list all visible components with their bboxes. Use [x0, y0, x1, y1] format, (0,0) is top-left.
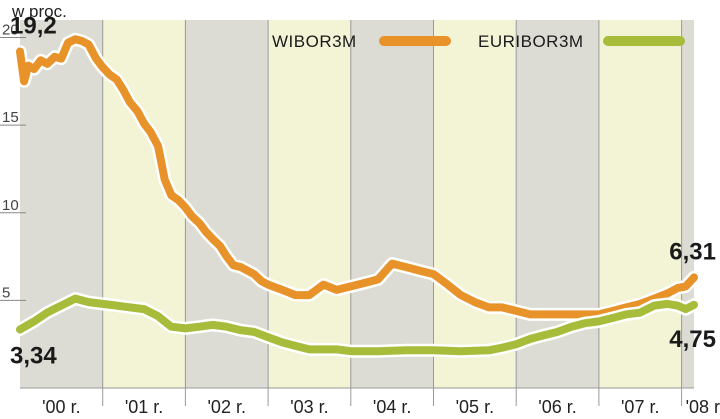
year-band: [433, 20, 517, 388]
value-callout: 19,2: [10, 13, 57, 40]
x-axis-ticks: '00 r. '01 r. '02 r. '03 r. '04 r. '05 r. '06 …: [42, 397, 720, 417]
value-callout: 4,75: [669, 326, 716, 353]
legend: WIBOR3M EURIBOR3M: [272, 32, 685, 51]
year-band: [268, 20, 351, 388]
value-callout: 6,31: [669, 238, 716, 265]
x-tick-label: '00 r.: [42, 397, 80, 417]
y-axis-ticks: 5 10 15 20: [0, 22, 26, 301]
x-tick-label: '05 r.: [456, 397, 494, 417]
x-tick-label: '08 r.: [686, 397, 720, 417]
year-band: [681, 20, 694, 388]
x-tick-label: '01 r.: [125, 397, 163, 417]
legend-label: WIBOR3M: [272, 32, 357, 51]
y-tick-label: 5: [2, 284, 10, 301]
x-tick-label: '06 r.: [538, 397, 576, 417]
y-tick-label: 20: [2, 22, 19, 39]
unit-label: w proc.: [12, 2, 67, 21]
x-tick-label: '02 r.: [208, 397, 246, 417]
series-line-euribor3m: [16, 294, 698, 356]
year-bands: [20, 20, 694, 406]
y-tick-label: 10: [2, 197, 19, 214]
series-lines: [13, 32, 701, 358]
series-line-wibor3m: [16, 35, 698, 319]
legend-label: EURIBOR3M: [478, 32, 584, 51]
value-callouts: 19,2 3,34 6,31 4,75: [10, 13, 716, 370]
year-band: [350, 20, 434, 388]
x-tick-label: '03 r.: [290, 397, 328, 417]
y-tick-label: 15: [2, 109, 19, 126]
x-tick-label: '04 r.: [373, 397, 411, 417]
year-band: [598, 20, 682, 388]
value-callout: 3,34: [10, 342, 57, 369]
x-tick-label: '07 r.: [621, 397, 659, 417]
